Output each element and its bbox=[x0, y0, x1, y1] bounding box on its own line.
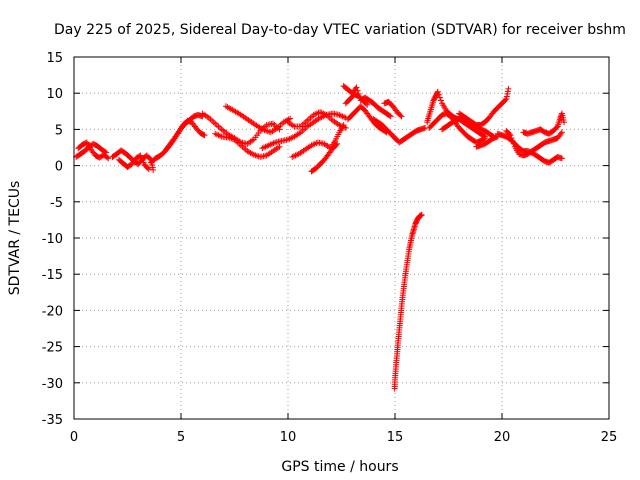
data-point bbox=[105, 155, 112, 162]
y-tick-label: 15 bbox=[46, 51, 63, 66]
series-track-e bbox=[148, 111, 206, 166]
series-track-r bbox=[381, 98, 405, 120]
series-track-aa bbox=[520, 110, 568, 137]
x-tick-label: 0 bbox=[70, 430, 78, 445]
data-point bbox=[104, 154, 111, 161]
data-point bbox=[558, 155, 565, 162]
y-tick-label: -10 bbox=[42, 232, 63, 247]
data-point bbox=[200, 131, 207, 138]
data-point bbox=[434, 88, 441, 95]
y-tick-label: -35 bbox=[42, 413, 63, 428]
axis-ticks: 0 5 10 15 20 25 15 10 5 0 -5 -10 -15 -20 -25 -30 -35 bbox=[42, 51, 618, 445]
series-track-b bbox=[75, 139, 112, 162]
data-point bbox=[503, 93, 510, 100]
data-point bbox=[503, 95, 510, 102]
data-point bbox=[505, 85, 512, 92]
data-point bbox=[201, 132, 208, 139]
y-tick-label: 5 bbox=[55, 123, 63, 138]
data-point bbox=[144, 165, 151, 172]
data-point bbox=[418, 211, 425, 218]
y-tick-label: 0 bbox=[55, 160, 63, 175]
data-point bbox=[558, 129, 565, 136]
data-point bbox=[145, 166, 152, 173]
series-track-q bbox=[370, 116, 428, 146]
data-point bbox=[510, 140, 517, 147]
y-axis-label: SDTVAR / TECUs bbox=[7, 181, 23, 296]
y-tick-label: 10 bbox=[46, 87, 63, 102]
x-axis-label: GPS time / hours bbox=[281, 459, 398, 475]
series-track-s bbox=[391, 211, 425, 392]
x-tick-label: 10 bbox=[280, 430, 297, 445]
data-point bbox=[508, 135, 515, 142]
data-point bbox=[353, 84, 360, 91]
plot-frame bbox=[73, 56, 610, 420]
data-point bbox=[387, 113, 394, 120]
series-track-x bbox=[473, 133, 501, 150]
series-track-z bbox=[503, 127, 565, 159]
series-track-h bbox=[222, 103, 294, 136]
grid-lines bbox=[74, 57, 609, 419]
data-point bbox=[354, 87, 361, 94]
series-track-f bbox=[163, 117, 208, 153]
series-track-c bbox=[109, 147, 157, 173]
series-track-t bbox=[424, 88, 488, 140]
y-tick-label: -25 bbox=[42, 341, 63, 356]
series-track-w bbox=[456, 85, 512, 129]
data-point bbox=[557, 130, 564, 137]
data-point bbox=[333, 141, 340, 148]
data-point bbox=[149, 164, 156, 171]
data-point bbox=[507, 132, 514, 139]
series-track-d bbox=[115, 152, 152, 173]
data-point bbox=[556, 116, 563, 123]
data-point bbox=[506, 131, 513, 138]
x-tick-label: 5 bbox=[177, 430, 185, 445]
series-track-n bbox=[340, 82, 394, 120]
data-point bbox=[504, 88, 511, 95]
series-track-o bbox=[344, 103, 390, 136]
y-tick-label: -5 bbox=[50, 196, 63, 211]
x-tick-label: 25 bbox=[601, 430, 618, 445]
data-point bbox=[438, 97, 445, 104]
data-point bbox=[480, 135, 487, 142]
y-tick-label: -15 bbox=[42, 268, 63, 283]
series-track-i bbox=[212, 130, 283, 160]
data-point bbox=[340, 122, 347, 129]
data-point bbox=[276, 143, 283, 150]
y-tick-label: -20 bbox=[42, 304, 63, 319]
data-points bbox=[73, 82, 568, 392]
data-point bbox=[287, 115, 294, 122]
data-point bbox=[561, 119, 568, 126]
data-point bbox=[481, 135, 488, 142]
data-point bbox=[502, 97, 509, 104]
x-tick-label: 20 bbox=[494, 430, 511, 445]
series-track-m bbox=[308, 140, 341, 175]
data-point bbox=[363, 100, 370, 107]
data-point bbox=[386, 112, 393, 119]
y-tick-label: -30 bbox=[42, 377, 63, 392]
chart-title: Day 225 of 2025, Sidereal Day-to-day VTE… bbox=[54, 22, 626, 38]
data-point bbox=[150, 166, 157, 173]
data-point bbox=[170, 136, 177, 143]
data-point bbox=[397, 112, 404, 119]
x-tick-label: 15 bbox=[387, 430, 404, 445]
data-point bbox=[334, 140, 341, 147]
data-point bbox=[364, 101, 371, 108]
data-point bbox=[504, 90, 511, 97]
series-track-p bbox=[342, 91, 371, 108]
data-point bbox=[435, 91, 442, 98]
data-point bbox=[509, 137, 516, 144]
data-point bbox=[398, 113, 405, 120]
data-point bbox=[436, 94, 443, 101]
